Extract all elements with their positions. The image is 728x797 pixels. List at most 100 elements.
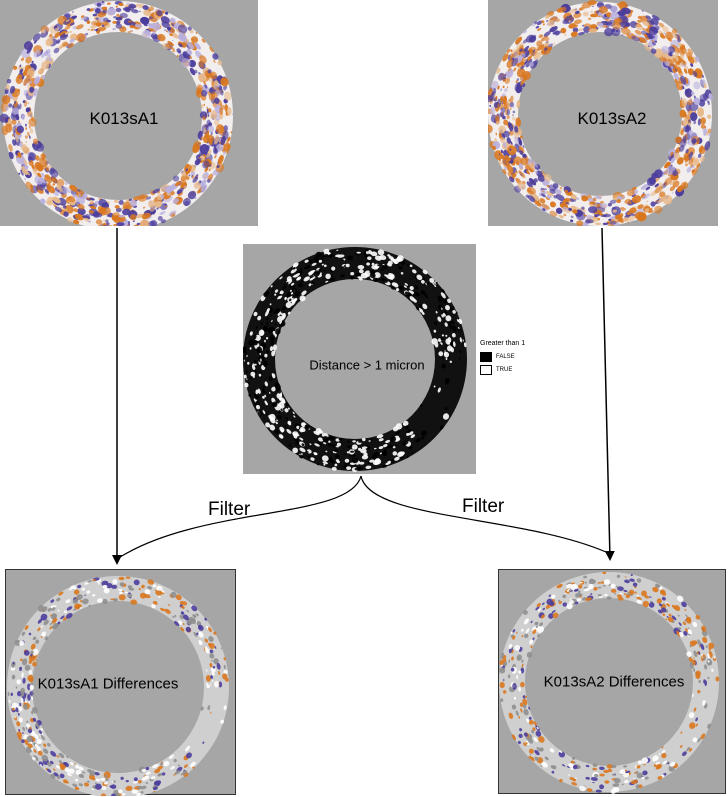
ring-texture-speck bbox=[509, 176, 515, 183]
ring-texture-speck bbox=[54, 34, 60, 39]
ring-texture-speck bbox=[515, 80, 518, 83]
ring-texture-speck bbox=[463, 342, 467, 348]
ring-texture-speck bbox=[692, 693, 694, 698]
ring-texture-speck bbox=[662, 57, 668, 63]
ring-texture-speck bbox=[552, 42, 556, 45]
ring-texture-speck bbox=[579, 6, 585, 11]
ring-texture-speck bbox=[41, 153, 46, 159]
ring-texture-speck bbox=[282, 285, 287, 291]
ring-texture-speck bbox=[148, 200, 157, 208]
ring-texture-speck bbox=[588, 206, 598, 214]
ring-texture-speck bbox=[303, 276, 310, 282]
ring-texture-speck bbox=[166, 30, 168, 33]
ring-texture-speck bbox=[604, 780, 610, 784]
ring-texture-speck bbox=[327, 252, 331, 255]
ring-texture-speck bbox=[639, 37, 647, 44]
ring-texture-speck bbox=[200, 149, 203, 154]
ring-texture-speck bbox=[207, 113, 210, 117]
ring-texture-speck bbox=[24, 177, 27, 181]
ring-texture-speck bbox=[686, 99, 693, 106]
ring-texture-speck bbox=[602, 571, 607, 575]
ring-texture-speck bbox=[327, 443, 332, 447]
ring-texture-speck bbox=[257, 315, 262, 321]
ring-texture-speck bbox=[350, 450, 355, 453]
ring-texture-speck bbox=[64, 181, 69, 185]
ring-texture-speck bbox=[528, 706, 531, 710]
ring-texture-speck bbox=[392, 445, 396, 449]
ring-texture-speck bbox=[26, 720, 29, 724]
ring-texture-speck bbox=[459, 356, 461, 360]
ring-texture-speck bbox=[292, 267, 296, 270]
ring-texture-speck bbox=[395, 423, 403, 430]
ring-texture-speck bbox=[220, 647, 222, 650]
ring-texture-speck bbox=[27, 683, 31, 691]
ring-texture-speck bbox=[26, 735, 33, 743]
ring-texture-speck bbox=[689, 722, 696, 729]
ring-texture-speck bbox=[502, 53, 509, 62]
ring-texture-speck bbox=[86, 20, 91, 24]
ring-texture-speck bbox=[333, 449, 339, 453]
ring-texture-speck bbox=[186, 752, 192, 759]
ring-texture-speck bbox=[631, 35, 641, 42]
ring-texture-speck bbox=[32, 648, 39, 656]
ring-texture-speck bbox=[139, 592, 147, 599]
ring-texture-speck bbox=[691, 167, 699, 176]
ring-texture-speck bbox=[17, 735, 22, 741]
ring-texture-speck bbox=[22, 726, 26, 731]
ring-texture-speck bbox=[265, 337, 269, 340]
k013sa2-ring-image bbox=[488, 0, 713, 226]
ring-texture-speck bbox=[662, 26, 669, 33]
ring-texture-speck bbox=[707, 114, 712, 119]
ring-texture-speck bbox=[26, 67, 35, 77]
ring-texture-speck bbox=[323, 269, 326, 272]
ring-texture-speck bbox=[181, 181, 187, 187]
arrow-k013sa2-to-differences bbox=[601, 227, 615, 561]
ring-texture-speck bbox=[635, 34, 638, 36]
ring-texture-speck bbox=[244, 382, 249, 388]
ring-texture-speck bbox=[257, 410, 263, 416]
ring-texture-speck bbox=[170, 191, 175, 196]
ring-texture-speck bbox=[508, 712, 514, 719]
ring-texture-speck bbox=[102, 219, 107, 222]
ring-texture-speck bbox=[592, 26, 595, 29]
ring-texture-speck bbox=[511, 53, 515, 58]
ring-texture-speck bbox=[581, 206, 585, 210]
ring-texture-speck bbox=[207, 130, 209, 133]
ring-texture-speck bbox=[66, 772, 72, 777]
ring-texture-speck bbox=[408, 431, 414, 436]
ring-texture-speck bbox=[301, 453, 303, 455]
ring-texture-speck bbox=[559, 750, 563, 753]
ring-texture-speck bbox=[279, 290, 284, 295]
ring-texture-speck bbox=[543, 31, 551, 37]
ring-texture-speck bbox=[562, 594, 567, 599]
ring-texture-speck bbox=[418, 272, 421, 275]
ring-texture-speck bbox=[299, 295, 306, 302]
ring-texture-speck bbox=[97, 224, 103, 226]
ring-texture-speck bbox=[700, 79, 706, 85]
ring-texture-speck bbox=[610, 788, 616, 794]
ring-texture-speck bbox=[213, 631, 217, 635]
ring-texture-speck bbox=[74, 213, 84, 221]
ring-texture-speck bbox=[692, 56, 698, 64]
ring-texture-speck bbox=[543, 173, 552, 182]
ring-texture-speck bbox=[292, 411, 295, 415]
ring-texture-speck bbox=[134, 9, 137, 11]
ring-texture-speck bbox=[637, 19, 642, 23]
ring-texture-speck bbox=[113, 780, 116, 783]
ring-texture-speck bbox=[633, 778, 636, 780]
ring-texture-speck bbox=[620, 219, 624, 224]
ring-texture-speck bbox=[536, 59, 538, 61]
ring-texture-speck bbox=[100, 777, 106, 781]
ring-texture-speck bbox=[498, 161, 502, 165]
ring-texture-speck bbox=[684, 88, 693, 98]
ring-texture-speck bbox=[264, 310, 270, 317]
ring-texture-speck bbox=[208, 627, 212, 633]
ring-texture-speck bbox=[30, 731, 36, 737]
ring-texture-speck bbox=[534, 200, 542, 207]
ring-texture-speck bbox=[504, 154, 510, 162]
ring-texture-speck bbox=[541, 203, 551, 210]
ring-texture-speck bbox=[491, 80, 499, 90]
ring-texture-speck bbox=[336, 460, 340, 464]
ring-texture-speck bbox=[18, 706, 23, 712]
ring-texture-speck bbox=[570, 215, 574, 218]
